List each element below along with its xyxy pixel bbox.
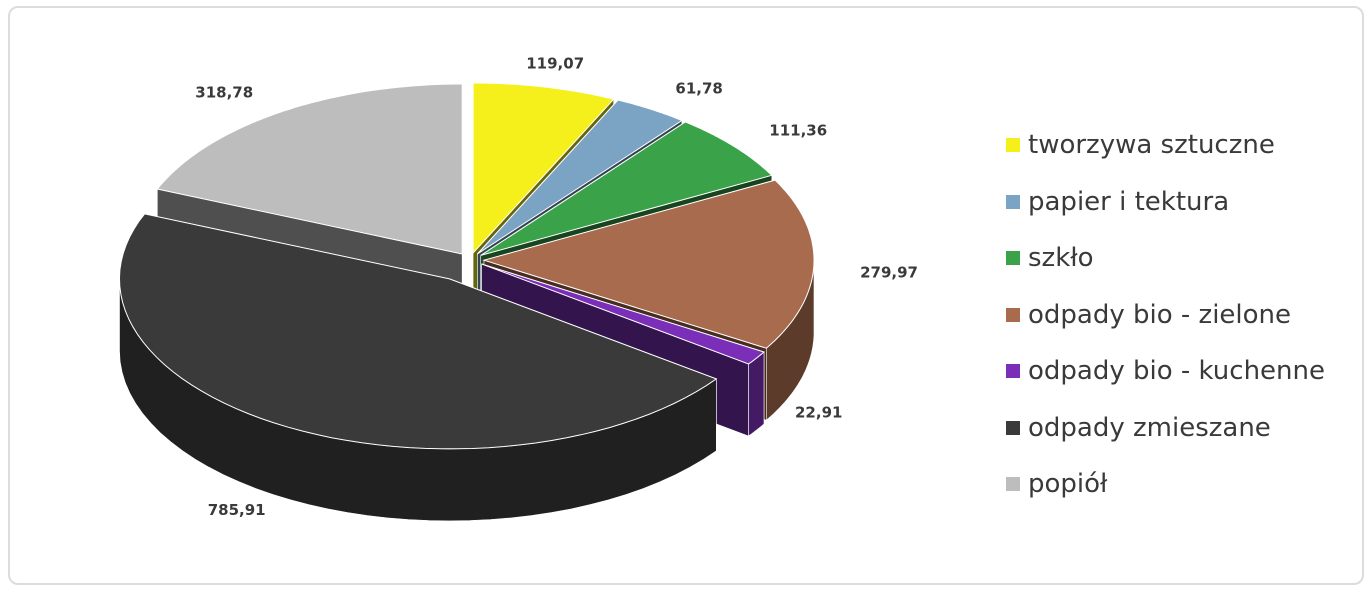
legend-item-szklo: szkło [1006,230,1325,287]
legend-swatch [1006,307,1020,322]
legend-item-bio-zielone: odpady bio - zielone [1006,287,1325,344]
legend-item-papier: papier i tektura [1006,174,1325,231]
legend-label: odpady zmieszane [1028,412,1271,443]
data-label: 61,78 [675,80,722,98]
slice-top [482,179,815,349]
slice-top [480,121,773,256]
pie-slice [118,213,718,522]
legend-label: papier i tektura [1028,186,1230,217]
legend-swatch [1006,138,1020,153]
legend-swatch [1006,420,1020,435]
data-label: 119,07 [526,54,584,72]
slice-side [748,351,765,437]
legend-label: odpady bio - zielone [1028,299,1292,330]
legend-label: popiół [1028,469,1108,500]
pie-chart: 119,07 61,78 111,36 279,97 22,91 785,91 318,78 [118,54,918,522]
legend-label: tworzywa sztuczne [1028,130,1275,161]
legend-label: szkło [1028,243,1094,274]
data-label: 279,97 [860,264,918,282]
legend-swatch [1006,364,1020,379]
legend-item-zmieszane: odpady zmieszane [1006,400,1325,457]
legend-label: odpady bio - kuchenne [1028,356,1326,387]
legend-swatch [1006,477,1020,492]
legend-item-popiol: popiół [1006,456,1325,513]
data-label: 318,78 [195,83,253,101]
chart-legend: tworzywa sztuczne papier i tektura szkło… [1006,117,1325,513]
slice-top [118,213,718,450]
legend-item-bio-kuchenne: odpady bio - kuchenne [1006,343,1325,400]
legend-item-tworzywa: tworzywa sztuczne [1006,117,1325,174]
data-label: 22,91 [795,404,842,422]
data-label: 785,91 [208,501,266,519]
slice-top [156,83,463,255]
data-label: 111,36 [769,122,827,140]
slice-top [477,99,683,255]
slice-top [481,263,766,365]
legend-swatch [1006,251,1020,266]
legend-swatch [1006,194,1020,209]
slice-top [472,82,615,255]
